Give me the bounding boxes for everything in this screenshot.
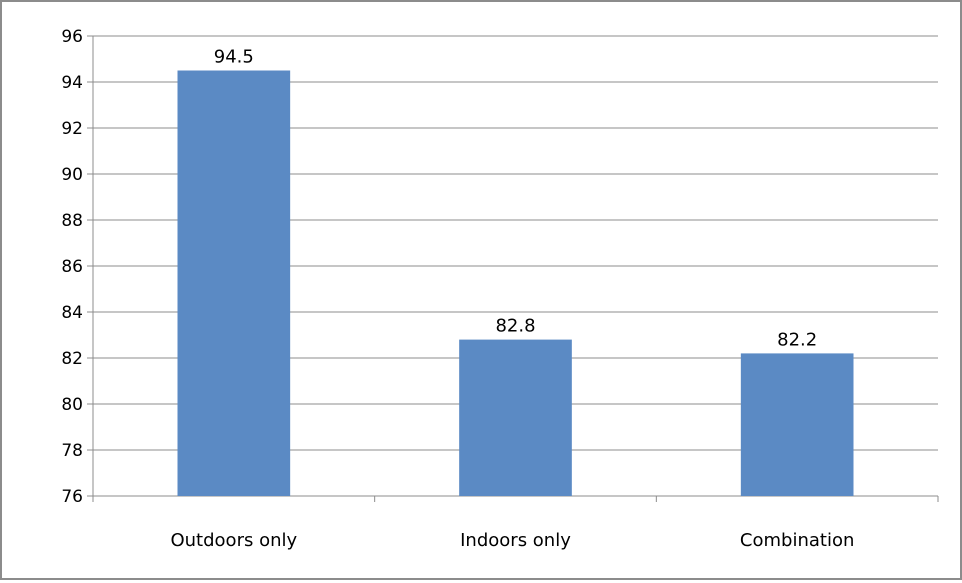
x-category-label: Combination	[740, 530, 854, 551]
y-tick-label: 84	[61, 303, 83, 323]
data-label: 82.2	[777, 329, 817, 350]
x-category-label: Outdoors only	[170, 530, 297, 551]
data-label: 82.8	[495, 316, 535, 337]
bars	[177, 70, 854, 496]
y-tick-label: 78	[61, 441, 83, 461]
x-category-label: Indoors only	[460, 530, 571, 551]
y-tick-label: 96	[61, 27, 83, 47]
y-tick-label: 76	[61, 487, 83, 507]
bar	[459, 339, 572, 496]
data-labels: 94.5 82.8 82.2	[214, 47, 817, 351]
y-tick-label: 88	[61, 211, 83, 231]
data-label: 94.5	[214, 47, 254, 68]
y-tick-label: 90	[61, 165, 83, 185]
y-tick-label: 82	[61, 349, 83, 369]
y-axis-ticks: 76 78 80 82 84 86 88 90 92 94 96	[61, 27, 83, 507]
y-tick-label: 94	[61, 73, 83, 93]
y-tick-label: 92	[61, 119, 83, 139]
x-axis: Outdoors only Indoors only Combination	[92, 36, 939, 551]
y-tick-label: 80	[61, 395, 83, 415]
y-tick-label: 86	[61, 257, 83, 277]
bar	[177, 70, 291, 496]
bar	[740, 353, 854, 496]
